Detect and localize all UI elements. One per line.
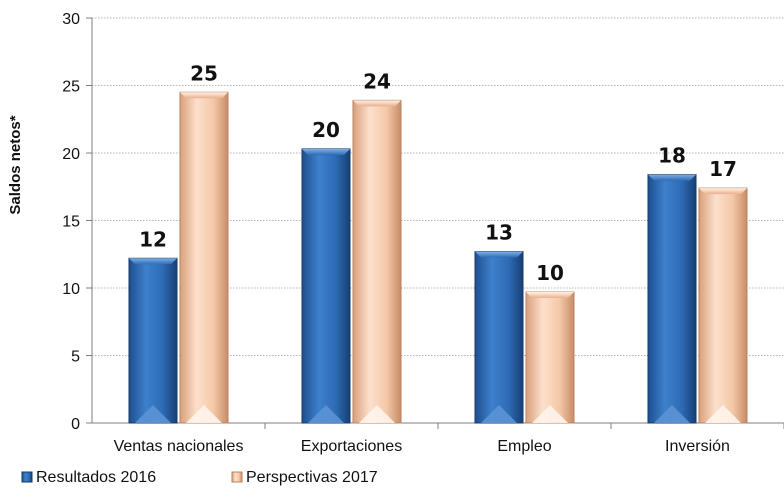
bar-bevel-top bbox=[180, 92, 228, 99]
bar-bevel-top bbox=[475, 251, 523, 258]
bar-bevel-bottom bbox=[186, 405, 222, 423]
bar-body bbox=[352, 99, 402, 424]
bar bbox=[525, 291, 575, 424]
bar-bevel-top bbox=[648, 174, 696, 181]
legend-label: Perspectivas 2017 bbox=[246, 469, 378, 486]
bar bbox=[128, 257, 178, 424]
data-label: 25 bbox=[190, 61, 218, 85]
data-label: 12 bbox=[139, 227, 167, 251]
bar bbox=[474, 251, 524, 424]
data-labels: 12 25 20 24 13 10 18 17 bbox=[139, 61, 737, 285]
y-tick-label: 15 bbox=[62, 214, 80, 231]
bar-bevel-bottom bbox=[135, 405, 171, 423]
bar bbox=[698, 187, 748, 424]
bar-bevel-bottom bbox=[654, 405, 690, 423]
category-label: Empleo bbox=[497, 438, 551, 455]
bar-bevel-top bbox=[302, 148, 350, 155]
bar-bevel-top bbox=[699, 188, 747, 195]
bar-bevel-top bbox=[129, 258, 177, 265]
bar-bevel-bottom bbox=[359, 405, 395, 423]
category-label: Exportaciones bbox=[301, 438, 402, 455]
y-tick-label: 5 bbox=[71, 349, 80, 366]
category-label: Ventas nacionales bbox=[114, 438, 244, 455]
y-tick-label: 25 bbox=[62, 79, 80, 96]
bar-body bbox=[128, 257, 178, 424]
bar-body bbox=[179, 91, 229, 424]
legend-label: Resultados 2016 bbox=[36, 469, 156, 486]
category-label: Inversión bbox=[665, 438, 730, 455]
bar-bevel-top bbox=[526, 292, 574, 299]
legend-swatch bbox=[21, 471, 33, 483]
data-label: 13 bbox=[485, 221, 513, 245]
bar-bevel-bottom bbox=[308, 405, 344, 423]
axes: 0 5 10 15 20 25 30 Ventas nacionales Exportacion… bbox=[62, 11, 784, 455]
legend-swatch bbox=[231, 471, 243, 483]
bar bbox=[352, 99, 402, 424]
y-tick-label: 10 bbox=[62, 281, 80, 298]
bar-bevel-bottom bbox=[481, 405, 517, 423]
y-axis-title: Saldos netos* bbox=[7, 115, 24, 214]
bar-bevel-bottom bbox=[705, 405, 741, 423]
bar-body bbox=[474, 251, 524, 424]
data-label: 24 bbox=[363, 69, 391, 93]
bar bbox=[179, 91, 229, 424]
bar-body bbox=[525, 291, 575, 424]
bar-bevel-bottom bbox=[532, 405, 568, 423]
data-label: 18 bbox=[658, 144, 686, 168]
bar-bevel-top bbox=[353, 100, 401, 107]
bar bbox=[301, 148, 351, 424]
y-tick-label: 0 bbox=[71, 416, 80, 433]
bar bbox=[647, 174, 697, 424]
y-tick-label: 20 bbox=[62, 146, 80, 163]
bars bbox=[128, 91, 748, 424]
data-label: 10 bbox=[536, 261, 564, 285]
data-label: 17 bbox=[709, 157, 737, 181]
y-tick-label: 30 bbox=[62, 11, 80, 28]
bar-body bbox=[647, 174, 697, 424]
data-label: 20 bbox=[312, 118, 340, 142]
bar-body bbox=[301, 148, 351, 424]
legend: Resultados 2016 Perspectivas 2017 bbox=[21, 469, 378, 486]
bar-body bbox=[698, 187, 748, 424]
